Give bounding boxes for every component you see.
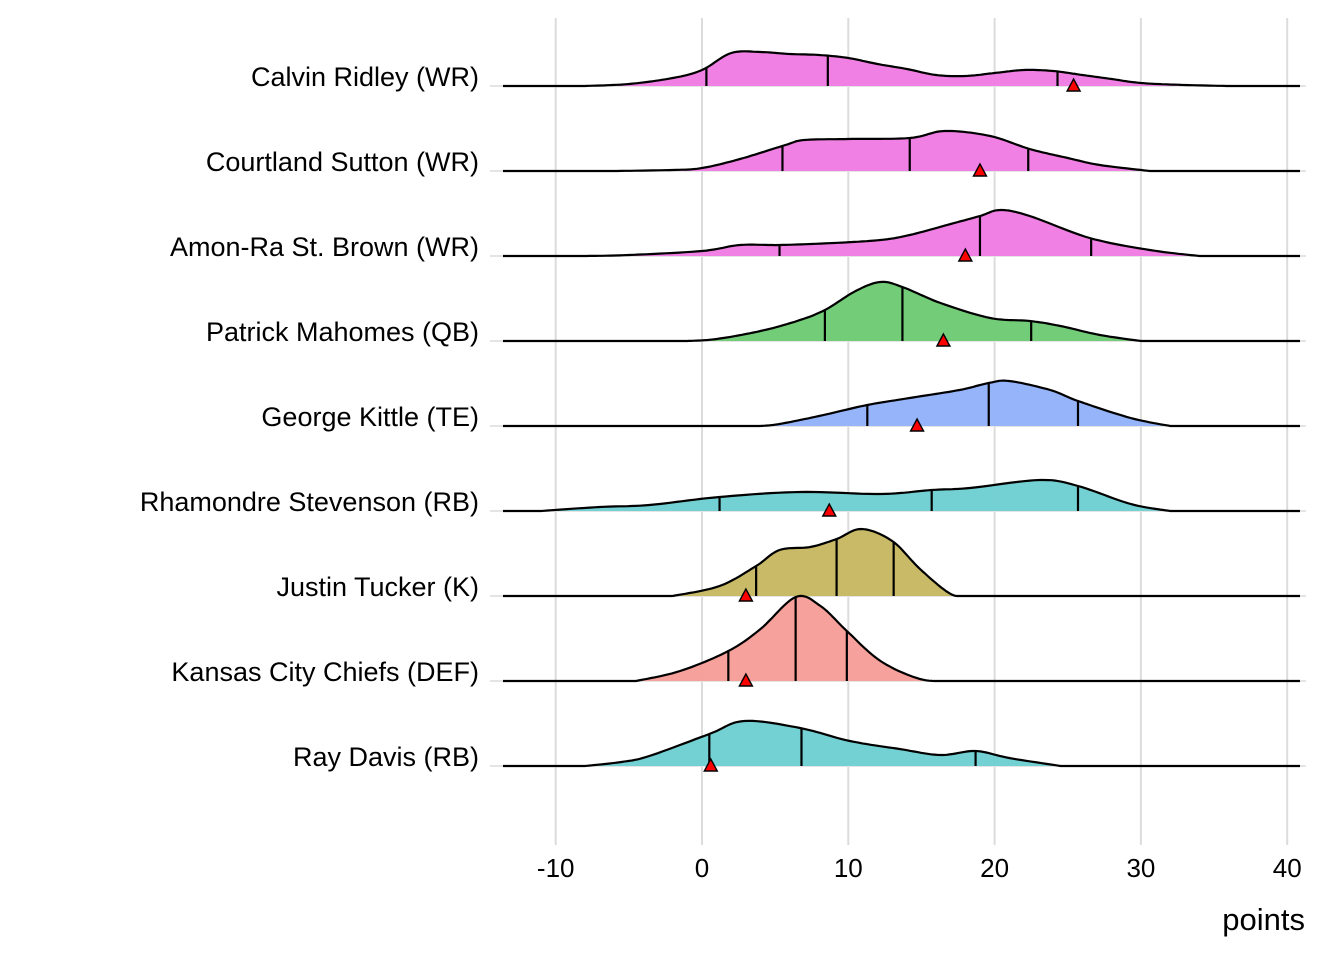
actual-points-marker — [957, 247, 974, 262]
y-tick-label: Kansas City Chiefs (DEF) — [171, 657, 479, 687]
density-line — [503, 719, 1300, 768]
ridge-patrick-mahomes-qb — [503, 280, 1300, 347]
y-tick-label: Amon-Ra St. Brown (WR) — [170, 232, 479, 262]
density-area — [503, 595, 1300, 681]
y-tick-label: Rhamondre Stevenson (RB) — [140, 487, 479, 517]
actual-points-marker — [1065, 77, 1082, 92]
x-axis-tick-labels: -10 0 10 20 30 40 — [537, 853, 1302, 883]
density-area — [503, 529, 1300, 596]
density-line — [503, 478, 1300, 513]
actual-points-marker — [972, 162, 988, 177]
actual-points-marker — [821, 502, 837, 517]
ridge-rhamondre-stevenson-rb — [503, 478, 1300, 517]
ridges — [503, 50, 1300, 772]
x-axis-title: points — [1222, 902, 1305, 937]
y-axis-labels: Calvin Ridley (WR) Courtland Sutton (WR) A… — [140, 62, 479, 772]
x-tick-label: 0 — [695, 853, 709, 883]
ridge-courtland-sutton-wr — [503, 129, 1300, 177]
actual-points-marker — [738, 672, 754, 687]
density-area — [503, 480, 1300, 511]
x-tick-label: 30 — [1126, 853, 1155, 883]
y-tick-label: George Kittle (TE) — [261, 402, 479, 432]
actual-points-marker — [909, 417, 925, 432]
density-area — [503, 720, 1300, 766]
x-tick-label: -10 — [537, 853, 575, 883]
density-line — [503, 208, 1300, 258]
ridge-ray-davis-rb — [503, 719, 1300, 772]
x-tick-label: 10 — [834, 853, 863, 883]
x-tick-label: 20 — [980, 853, 1009, 883]
density-area — [503, 210, 1300, 256]
ridge-kansas-city-chiefs-def — [503, 594, 1300, 687]
y-tick-label: Calvin Ridley (WR) — [251, 62, 479, 92]
density-line — [503, 280, 1300, 343]
density-line — [503, 379, 1300, 428]
density-line — [503, 594, 1300, 683]
ridge-amon-ra-st-brown-wr — [503, 208, 1300, 262]
x-tick-label: 40 — [1273, 853, 1302, 883]
ridge-george-kittle-te — [503, 379, 1300, 432]
density-line — [503, 50, 1300, 88]
y-tick-label: Patrick Mahomes (QB) — [206, 317, 479, 347]
density-area — [503, 131, 1300, 171]
density-line — [503, 129, 1300, 173]
actual-points-marker — [935, 332, 952, 347]
actual-points-marker — [738, 587, 754, 602]
ridge-calvin-ridley-wr — [503, 50, 1300, 92]
y-tick-label: Courtland Sutton (WR) — [206, 147, 479, 177]
ridge-justin-tucker-k — [503, 527, 1300, 602]
density-area — [503, 380, 1300, 426]
y-tick-label: Ray Davis (RB) — [293, 742, 479, 772]
y-tick-label: Justin Tucker (K) — [276, 572, 479, 602]
actual-points-marker — [703, 757, 719, 772]
